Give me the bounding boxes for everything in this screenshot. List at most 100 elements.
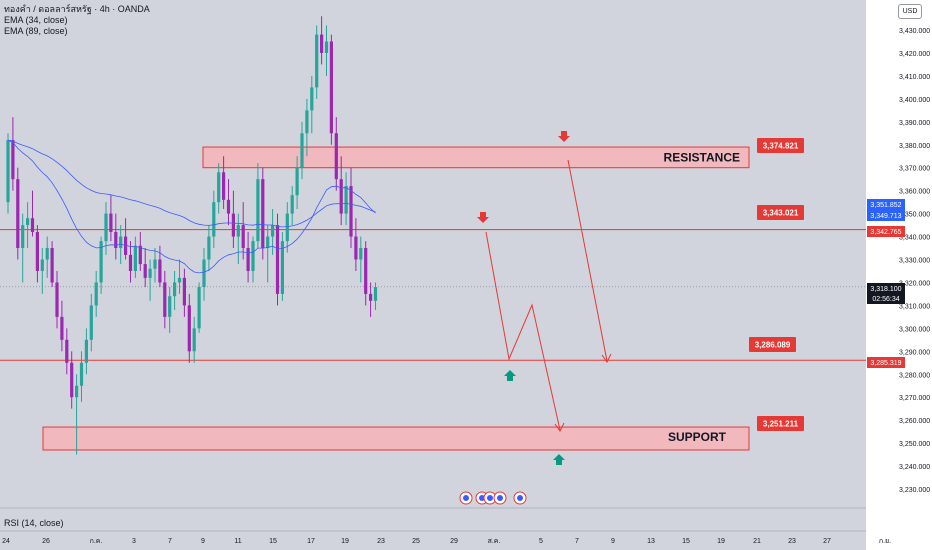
candle-body [168,296,172,317]
down-arrow-icon [558,131,570,142]
price-tag[interactable] [867,283,905,294]
candle-body [148,268,152,278]
candle-body [114,231,118,249]
y-tick-label: 3,330.000 [899,258,930,265]
x-tick-label: 26 [42,538,50,545]
candle-body [75,385,79,398]
candle-body [202,259,206,288]
candle-body [70,362,74,398]
candle-body [133,245,137,271]
up-arrow-icon [504,370,516,381]
candle-body [84,339,88,363]
y-tick-label: 3,380.000 [899,143,930,150]
x-tick-label: 21 [753,538,761,545]
candle-body [124,236,128,255]
y-tick-label: 3,400.000 [899,97,930,104]
x-tick-label: 9 [611,538,615,545]
flag-dot [463,495,469,501]
candle-body [369,293,373,301]
x-tick-label: 17 [307,538,315,545]
ema-89-line[interactable] [7,139,376,228]
candle-body [246,248,250,271]
y-tick-label: 3,390.000 [899,120,930,127]
candle-body [364,248,368,294]
projection-path-2[interactable] [567,159,608,362]
x-tick-label: 15 [269,538,277,545]
candle-body [310,87,314,111]
x-tick-label: ส.ค. [488,538,501,545]
y-tick-label: 3,350.000 [899,212,930,219]
level-tag [749,337,796,352]
x-tick-label: 11 [234,538,241,545]
flag-dot [487,495,493,501]
price-tag[interactable] [867,226,905,237]
candle-body [153,259,157,269]
level-tag [757,416,804,431]
ema34-label[interactable]: EMA (34, close) [4,15,68,25]
y-tick-label: 3,410.000 [899,74,930,81]
candle-body [275,225,280,294]
x-tick-label: 27 [823,538,831,545]
candle-body [182,277,186,306]
support-zone[interactable] [42,426,750,451]
x-tick-label: 7 [575,538,579,545]
candle-body [373,287,378,301]
candle-body [30,218,35,232]
candle-body [6,140,10,203]
candle-body [173,282,177,297]
level-tag [757,205,804,220]
candle-body [158,259,162,283]
support-label: SUPPORT [668,430,727,444]
candle-body [11,140,15,180]
ema89-label[interactable]: EMA (89, close) [4,26,68,36]
candle-body [143,264,147,278]
y-tick-label: 3,280.000 [899,372,930,379]
candle-body [192,328,196,352]
candle-body [35,231,39,271]
price-tag[interactable] [867,210,905,221]
symbol-title[interactable]: ทองคำ / ดอลลาร์สหรัฐ · 4h · OANDA [4,4,150,14]
candle-body [45,248,49,260]
price-tag[interactable] [867,357,905,368]
candle-body [256,179,260,242]
y-tick-label: 3,260.000 [899,418,930,425]
candle-body [222,172,226,200]
price-pane [0,0,866,508]
candle-body [109,213,113,232]
candle-body [104,213,108,242]
candle-body [349,186,353,237]
candle-body [329,41,333,134]
candle-body [128,254,133,271]
x-tick-label: ก.ย. [879,538,891,545]
flag-dot [479,495,485,501]
candle-body [241,225,245,249]
candle-body [89,305,93,340]
price-tag[interactable] [867,199,905,210]
y-tick-label: 3,420.000 [899,51,930,58]
x-tick-label: 29 [450,538,458,545]
candle-body [177,277,182,283]
resistance-label: RESISTANCE [664,151,740,165]
currency-button[interactable]: USD [898,4,922,19]
x-tick-label: ก.ค. [90,538,103,545]
ema-34-line[interactable] [7,139,376,274]
y-tick-label: 3,320.000 [899,280,930,287]
candle-body [271,225,275,237]
down-arrow-icon [477,212,489,223]
rsi-label[interactable]: RSI (14, close) [4,518,64,528]
candle-body [231,213,235,237]
rsi-pane [0,508,866,550]
resistance-zone[interactable] [202,146,750,169]
y-tick-label: 3,340.000 [899,235,930,242]
x-tick-label: 24 [2,538,10,545]
countdown-label: 02:56:34 [872,296,899,303]
level-tag-label: 3,251.211 [763,420,799,429]
candle-body [290,195,294,214]
y-tick-label: 3,310.000 [899,303,930,310]
candle-body [295,167,299,196]
projection-path-1[interactable] [485,231,561,431]
y-tick-label: 3,230.000 [899,487,930,494]
y-tick-label: 3,360.000 [899,189,930,196]
